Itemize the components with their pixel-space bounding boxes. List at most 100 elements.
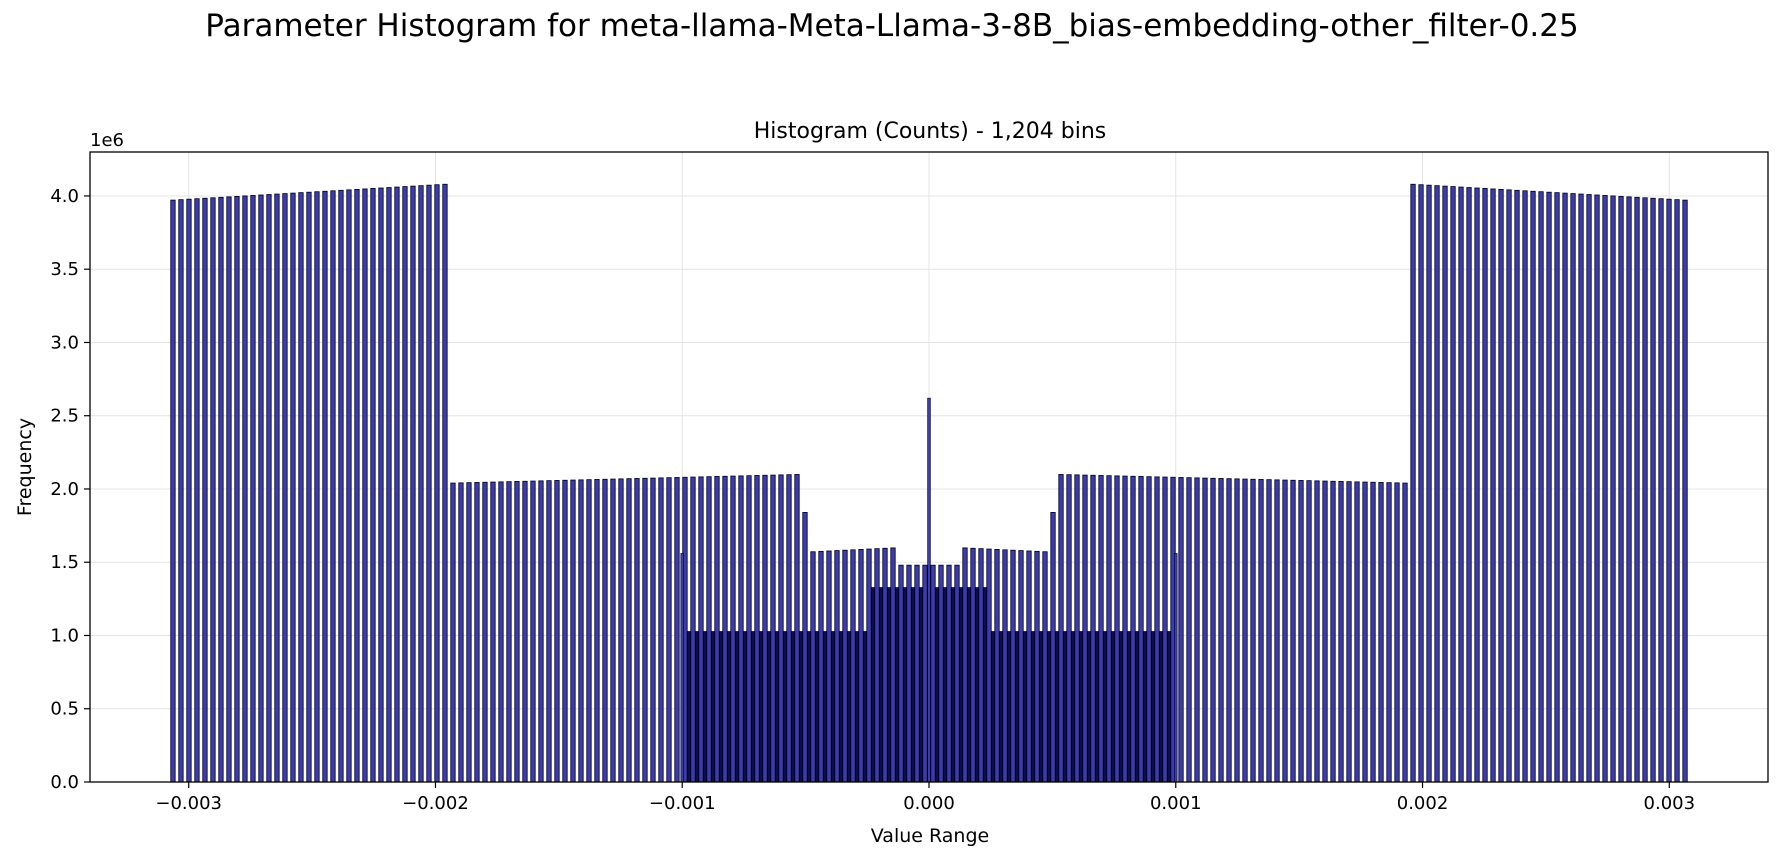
bar-28	[394, 186, 400, 783]
y-tick-label-4: 2.0	[50, 479, 79, 500]
bar-156	[1418, 184, 1424, 783]
x-tick-label-2: −0.001	[649, 793, 716, 814]
bar-184	[1642, 197, 1648, 783]
bar-183	[1634, 196, 1640, 783]
bar-36	[458, 482, 464, 783]
bar-167	[1506, 189, 1512, 783]
bar-182	[1626, 196, 1632, 783]
bar-135	[1250, 478, 1256, 783]
bar-111	[1058, 474, 1064, 783]
bar-147	[1346, 481, 1352, 783]
y-offset-text: 1e6	[90, 130, 124, 151]
bar-172	[1546, 191, 1552, 783]
bar-89	[882, 547, 888, 783]
bar-34	[442, 183, 448, 783]
bar-142	[1306, 480, 1312, 783]
bar-23	[354, 188, 360, 783]
bar-102	[986, 548, 992, 783]
bar-95	[930, 564, 936, 783]
bar-160	[1450, 186, 1456, 783]
bar-7	[226, 196, 232, 783]
bar-129	[1202, 477, 1208, 783]
bar-110	[1050, 512, 1056, 783]
bar-25	[370, 188, 376, 783]
figure-suptitle: Parameter Histogram for meta-llama-Meta-…	[205, 8, 1579, 44]
bar-168	[1514, 189, 1520, 783]
bar-150	[1370, 481, 1376, 783]
bar-15	[290, 192, 296, 783]
bar-74	[762, 474, 768, 783]
y-axis-label: Frequency	[14, 418, 36, 516]
bar-94	[922, 564, 928, 783]
bar-53	[594, 479, 600, 783]
bar-108	[1034, 550, 1040, 783]
y-tick-label-6: 3.0	[50, 332, 79, 353]
bar-10	[250, 195, 256, 783]
bar-37	[466, 482, 472, 783]
bar-68	[714, 476, 720, 783]
bar-19	[322, 190, 328, 783]
bar-79	[802, 512, 808, 783]
bar-109	[1042, 551, 1048, 783]
bar-90	[890, 547, 896, 783]
bar-80	[810, 551, 816, 783]
bar-87	[866, 548, 872, 783]
bar-8	[234, 195, 240, 783]
bar-70	[730, 475, 736, 783]
bar-148	[1354, 481, 1360, 783]
bar-132	[1226, 478, 1232, 783]
bar-62	[666, 477, 672, 783]
x-tick-label-1: −0.002	[402, 793, 469, 814]
bar-78	[794, 474, 800, 783]
bar-29	[402, 186, 408, 783]
bar-127	[1186, 477, 1192, 783]
bar-141	[1298, 480, 1304, 783]
bar-57	[626, 478, 632, 783]
bar-103	[994, 549, 1000, 783]
bar-162	[1466, 187, 1472, 783]
bar-169	[1522, 190, 1528, 783]
y-tick-label-7: 3.5	[50, 259, 79, 280]
bar-158	[1434, 185, 1440, 783]
bar-179	[1602, 195, 1608, 783]
bar-114	[1082, 474, 1088, 783]
bar-88	[874, 548, 880, 783]
bar-117	[1106, 475, 1112, 783]
bar-33	[434, 184, 440, 783]
bar-118	[1114, 475, 1120, 783]
bar-47	[546, 480, 552, 783]
bar-175	[1570, 193, 1576, 783]
bar-52	[586, 479, 592, 783]
bar-59	[642, 477, 648, 783]
bar-51	[578, 479, 584, 783]
bar-41	[498, 481, 504, 783]
bar-157	[1426, 184, 1432, 783]
bar-96	[938, 564, 944, 783]
bar-134	[1242, 478, 1248, 783]
bar-107	[1026, 550, 1032, 783]
bar-122	[1146, 476, 1152, 783]
bar-178	[1594, 194, 1600, 783]
bar-26	[378, 187, 384, 783]
bar-123	[1154, 476, 1160, 783]
bar-112	[1066, 474, 1072, 783]
bar-spike-1	[1174, 553, 1178, 783]
bar-spike-0	[680, 553, 684, 783]
bar-67	[706, 476, 712, 783]
bar-30	[410, 185, 416, 783]
bar-63	[674, 477, 680, 783]
x-tick-label-6: 0.003	[1644, 793, 1696, 814]
bar-189	[1682, 199, 1688, 783]
bar-138	[1274, 479, 1280, 783]
bar-126	[1178, 477, 1184, 783]
bar-85	[850, 549, 856, 783]
y-tick-label-2: 1.0	[50, 625, 79, 646]
bar-9	[242, 195, 248, 783]
bar-144	[1322, 480, 1328, 783]
bar-32	[426, 184, 432, 783]
bar-60	[650, 477, 656, 783]
bar-131	[1218, 478, 1224, 783]
y-tick-label-0: 0.0	[50, 772, 79, 793]
bar-0	[170, 199, 176, 783]
bar-185	[1650, 197, 1656, 783]
